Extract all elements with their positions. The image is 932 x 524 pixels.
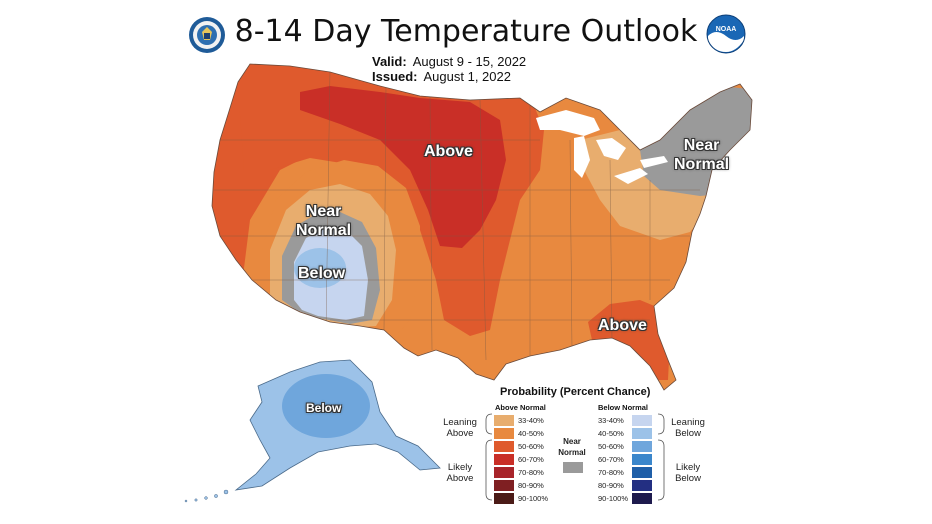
legend-above-row-swatch	[494, 480, 514, 491]
legend-above-row-swatch	[494, 441, 514, 452]
legend-above-row-label: 40-50%	[518, 429, 544, 438]
legend-below-row-label: 70-80%	[598, 468, 624, 477]
legend-below-row-label: 80-90%	[598, 481, 624, 490]
legend-below-row-swatch	[632, 493, 652, 504]
legend-above-row-label: 50-60%	[518, 442, 544, 451]
aleutian-islands	[184, 489, 229, 503]
legend-near-normal-label: Near Normal	[558, 437, 586, 457]
legend-below-row-swatch	[632, 480, 652, 491]
issued-value: August 1, 2022	[423, 69, 511, 84]
legend-title: Probability (Percent Chance)	[500, 386, 651, 398]
label-near-normal-west: Near Normal	[296, 203, 352, 239]
noaa-text: NOAA	[716, 26, 737, 33]
issued-date: Issued: August 1, 2022	[372, 69, 511, 84]
legend-above-row-label: 33-40%	[518, 416, 544, 425]
legend-below-row-label: 50-60%	[598, 442, 624, 451]
legend-below-row-swatch	[632, 428, 652, 439]
legend-below-header: Below Normal	[598, 403, 649, 412]
alaska-outline	[234, 359, 441, 491]
legend-above-row-swatch	[494, 428, 514, 439]
legend-below-row-swatch	[632, 415, 652, 426]
valid-value: August 9 - 15, 2022	[412, 54, 527, 69]
legend-likely-above: Likely Above	[446, 462, 474, 484]
valid-dates: Valid: August 9 - 15, 2022	[372, 54, 526, 69]
legend-above-row-label: 80-90%	[518, 481, 544, 490]
label-above-southeast: Above	[598, 317, 647, 334]
legend-below-row-swatch	[632, 441, 652, 452]
issued-label: Issued:	[372, 69, 418, 84]
legend-above-row-label: 70-80%	[518, 468, 544, 477]
legend-above-row-swatch	[494, 415, 514, 426]
legend-above-row-swatch	[494, 467, 514, 478]
legend-below-row-label: 40-50%	[598, 429, 624, 438]
noaa-logo-icon: NOAA	[706, 14, 746, 54]
legend-near-normal-swatch	[563, 462, 583, 473]
legend-above-row-swatch	[494, 454, 514, 465]
legend-likely-below: Likely Below	[675, 462, 701, 484]
legend-above-header: Above Normal	[495, 403, 546, 412]
legend-leaning-above: Leaning Above	[443, 417, 477, 439]
legend-below-row-swatch	[632, 454, 652, 465]
legend-above-row-label: 90-100%	[518, 494, 549, 503]
page-title: 8-14 Day Temperature Outlook	[234, 14, 698, 49]
conus-outline	[211, 63, 753, 391]
label-below-west: Below	[298, 265, 346, 282]
legend-above-row-swatch	[494, 493, 514, 504]
legend-below-row-label: 90-100%	[598, 494, 629, 503]
legend-leaning-below: Leaning Below	[671, 417, 705, 439]
legend-below-row-swatch	[632, 467, 652, 478]
valid-label: Valid:	[372, 54, 407, 69]
legend-above-row-label: 60-70%	[518, 455, 544, 464]
label-below-alaska: Below	[306, 401, 342, 415]
legend-below-row-label: 33-40%	[598, 416, 624, 425]
legend-below-row-label: 60-70%	[598, 455, 624, 464]
label-near-normal-northeast: Near Normal	[674, 137, 730, 173]
label-above-north: Above	[424, 143, 473, 160]
commerce-seal-icon	[189, 17, 225, 53]
